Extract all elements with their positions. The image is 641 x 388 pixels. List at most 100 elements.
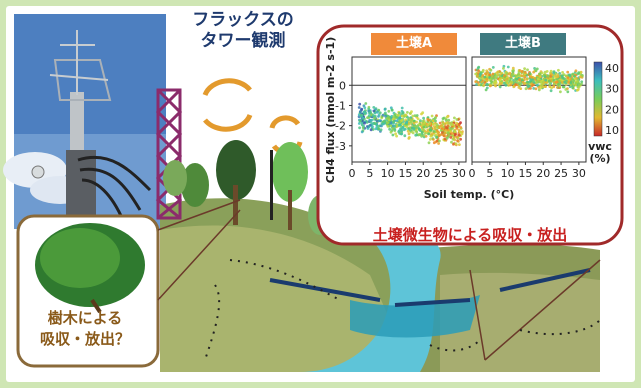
x-tick-label: 15 [518,167,532,180]
data-point [358,126,361,130]
data-point [483,75,487,79]
data-point [529,87,532,90]
data-point [577,85,581,89]
data-point [438,139,441,143]
data-point [474,80,478,83]
data-point [423,132,427,135]
data-point [453,116,456,120]
tree-label-line2: 吸収・放出？ [39,330,130,348]
data-point [571,72,575,76]
data-point [391,133,395,137]
data-point [413,119,416,123]
data-point [429,134,433,138]
data-point [523,71,527,74]
data-point [435,133,438,137]
data-point [557,83,560,86]
data-point [535,83,539,87]
data-point [517,72,520,76]
data-point [397,123,401,127]
data-point [424,134,428,138]
tree-label-line1: 樹木による [47,309,123,327]
data-point [493,83,497,86]
data-point [505,79,509,83]
data-point [474,72,478,76]
data-point [459,137,462,141]
data-point [436,131,440,135]
data-point [459,121,462,125]
data-point [367,114,371,118]
data-point [422,125,426,129]
data-point [526,68,529,72]
flux-tower-title: フラックスの タワー観測 [168,10,318,52]
panel-title-soil-b: 土壌B [480,33,566,55]
data-point [450,140,453,144]
data-point [574,69,578,73]
data-point [421,128,425,132]
y-tick-label: -1 [335,99,346,112]
data-point [420,112,423,116]
tower-photo [3,14,166,229]
data-point [367,107,371,111]
data-point [576,88,580,91]
soil-microbe-caption: 土壌微生物による吸収・放出 [372,226,568,244]
data-point [481,68,485,72]
data-point [480,75,484,78]
data-point [445,126,449,130]
data-point [449,136,453,139]
data-point [485,74,489,78]
data-point [509,83,512,87]
data-point [368,123,372,127]
data-point [561,85,565,89]
data-point [443,137,447,141]
data-point [566,70,570,74]
data-point [361,126,365,130]
data-point [525,78,529,81]
data-point [410,110,413,113]
colorbar-label: vwc [588,140,612,153]
data-point [437,125,441,128]
data-point [400,114,404,118]
data-point [565,74,568,78]
data-point [453,133,457,137]
data-point [534,87,538,91]
data-point [389,121,393,124]
data-point [421,123,424,127]
data-point [411,131,415,135]
data-point [422,116,425,120]
data-point [571,86,575,90]
data-point [456,139,459,143]
data-point [552,82,556,86]
data-point [426,123,430,127]
data-point [502,67,505,70]
data-point [434,119,437,123]
data-point [514,77,518,81]
data-point [357,122,361,125]
data-point [401,112,404,116]
data-point [397,114,400,117]
data-point [485,69,489,73]
data-point [418,133,422,137]
data-point [438,134,441,137]
data-point [571,77,574,81]
data-point [510,74,514,77]
data-point [441,122,445,126]
data-point [363,121,366,125]
water-flow-paths [204,259,601,361]
data-point [403,134,407,138]
data-point [377,108,381,112]
data-point [511,66,515,70]
data-point [537,85,541,89]
data-point [364,102,368,105]
data-point [413,114,417,117]
data-point [485,82,489,86]
data-point [369,128,373,132]
data-point [435,124,439,128]
data-point [455,118,459,121]
data-point [573,74,576,78]
data-point [419,119,422,123]
data-point [409,120,412,124]
data-point [434,116,437,119]
data-point [366,116,369,119]
data-point [405,123,409,126]
